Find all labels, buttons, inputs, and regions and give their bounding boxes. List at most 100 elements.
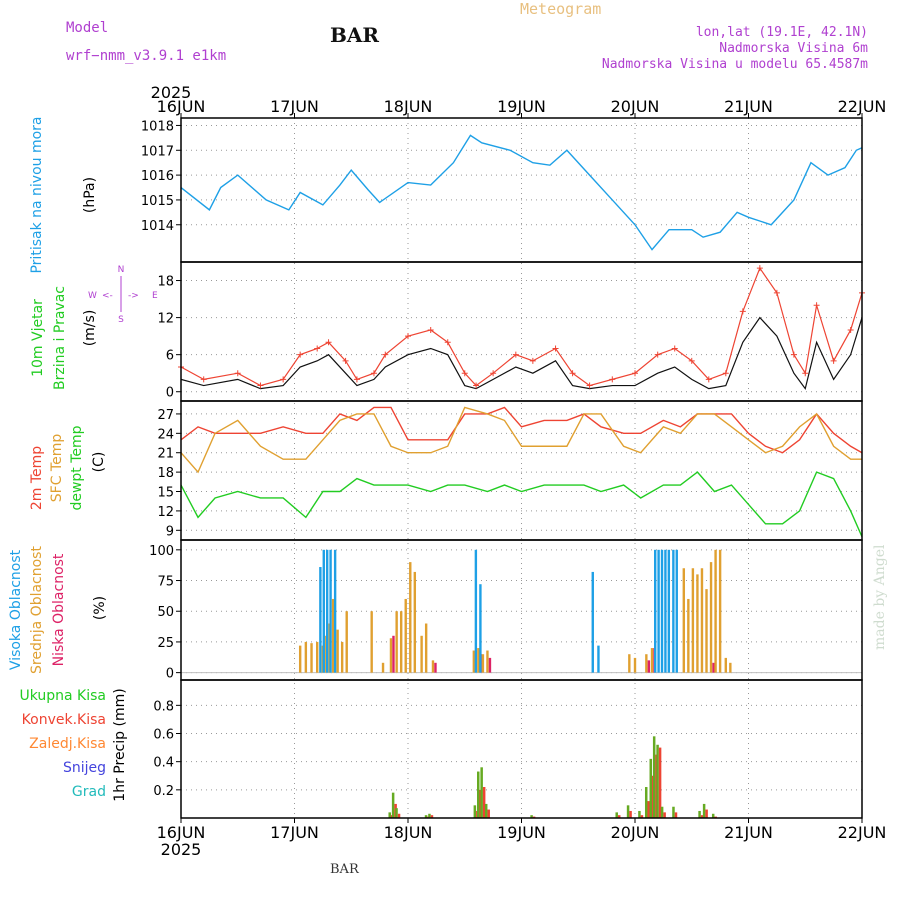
low-cloud-bar (647, 660, 651, 673)
gust-marker (234, 370, 241, 377)
mid-cloud-bar (486, 650, 489, 673)
high-cloud-bar (672, 549, 675, 673)
x-tick-label-bottom: 18JUN (384, 823, 433, 842)
mid-cloud-bar (709, 562, 713, 673)
mid-cloud-bar (389, 638, 393, 673)
x-tick-label-top: 20JUN (611, 97, 660, 116)
high-cloud-bar (664, 549, 667, 673)
y-tick-label: 9 (166, 524, 174, 539)
y-tick-label: 18 (157, 275, 174, 290)
high-cloud-bar (474, 549, 478, 673)
wind-left-arrow: <- (102, 291, 113, 301)
mid-cloud-bar (628, 654, 631, 673)
wind-east-label: E (152, 291, 158, 301)
gust-marker (813, 302, 820, 309)
gust-marker (739, 308, 746, 315)
mid-cloud-bar (724, 657, 727, 673)
y-tick-label: 50 (157, 605, 174, 620)
high-cloud-axis-label: Visoka Oblacnost (8, 549, 24, 670)
conv-precip-bar (629, 810, 632, 818)
conv-precip-bar (658, 747, 662, 818)
model-label: Model (66, 20, 109, 36)
x-tick-label-bottom: 21JUN (724, 823, 773, 842)
mid-cloud-bar (481, 654, 485, 673)
gust-marker (490, 370, 497, 377)
low-cloud-bar (434, 662, 437, 673)
y-tick-label: 0.2 (153, 784, 174, 799)
mid-cloud-bar (395, 611, 398, 673)
product-title: Meteogram (520, 0, 602, 18)
gust-marker (756, 265, 763, 272)
y-tick-label: 12 (157, 505, 174, 520)
total-precip-bar (424, 815, 428, 818)
wind-speed-line (180, 316, 863, 391)
altitude-text: Nadmorska Visina 6m (719, 41, 868, 56)
gust-marker (773, 289, 780, 296)
temp-unit-label: (C) (91, 452, 107, 473)
y-tick-label: 27 (157, 408, 174, 423)
mid-cloud-bar (696, 574, 699, 673)
high-cloud-bar (675, 549, 678, 673)
high-cloud-bar (657, 549, 660, 673)
mid-cloud-bar (420, 635, 423, 673)
mid-cloud-bar (298, 645, 302, 673)
mid-cloud-bar (310, 643, 313, 673)
conv-precip-bar (397, 813, 401, 818)
mid-cloud-bar (399, 611, 403, 673)
y-tick-label: 0.8 (153, 699, 174, 714)
gust-marker (257, 382, 264, 389)
gust-marker (342, 357, 349, 364)
wind-right-arrow: -> (128, 291, 139, 301)
total-precip-bar (656, 744, 659, 818)
high-cloud-bar (667, 549, 671, 673)
gust-marker (444, 339, 451, 346)
x-tick-label-bottom: 20JUN (611, 823, 660, 842)
y-tick-label: 0 (166, 386, 174, 401)
high-cloud-bar (329, 549, 332, 673)
gust-marker (314, 345, 321, 352)
gust-marker (552, 345, 559, 352)
wind-direction-axis-label: Brzina i Pravac (52, 286, 68, 390)
wind-west-label: W (88, 291, 97, 301)
gust-marker (473, 382, 480, 389)
legend-hail: Grad (72, 784, 106, 800)
mid-cloud-bar (472, 650, 476, 673)
total-precip-bar (702, 803, 706, 818)
total-precip-bar (711, 813, 715, 818)
total-precip-bar (626, 805, 630, 818)
y-tick-label: 0.6 (153, 728, 174, 743)
footer-station: BAR (330, 862, 359, 877)
mid-cloud-bar (477, 648, 480, 673)
wind-gust-line (180, 266, 863, 387)
total-precip-bar (388, 812, 391, 818)
mid-cloud-bar (381, 662, 385, 673)
y-tick-label: 12 (157, 312, 174, 327)
mid-cloud-bar (700, 568, 704, 673)
mid-cloud-bar (409, 562, 412, 673)
gust-marker (654, 351, 661, 358)
y-tick-label: 1015 (141, 194, 174, 209)
x-tick-label-bottom: 22JUN (838, 823, 887, 842)
y-tick-label: 21 (157, 447, 174, 462)
x-tick-label-bottom: 19JUN (497, 823, 546, 842)
total-precip-bar (484, 803, 488, 818)
gust-marker (609, 376, 616, 383)
total-precip-bar (649, 758, 653, 818)
gust-marker (370, 370, 377, 377)
low-cloud-bar (712, 662, 715, 673)
y-tick-label: 15 (157, 486, 174, 501)
conv-precip-bar (705, 809, 708, 818)
x-tick-label-top: 16JUN (157, 97, 206, 116)
panel-frame (180, 400, 863, 541)
sfc-temp-axis-label: SFC Temp (49, 434, 65, 503)
y-tick-label: 1016 (141, 169, 174, 184)
legend-convective-rain: Konvek.Kisa (22, 712, 106, 728)
gust-marker (512, 351, 519, 358)
x-tick-label-top: 22JUN (838, 97, 887, 116)
pressure-unit-label: (hPa) (82, 177, 98, 213)
high-cloud-bar (660, 549, 664, 673)
mid-cloud-bar (718, 549, 722, 673)
low-cloud-bar (488, 657, 492, 673)
mid-cloud-bar (340, 641, 344, 673)
